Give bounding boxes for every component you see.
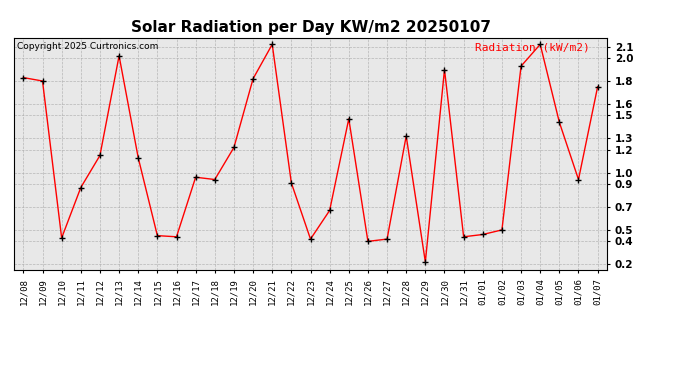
Text: Radiation (kW/m2): Radiation (kW/m2) xyxy=(475,42,589,52)
Title: Solar Radiation per Day KW/m2 20250107: Solar Radiation per Day KW/m2 20250107 xyxy=(130,20,491,35)
Text: Copyright 2025 Curtronics.com: Copyright 2025 Curtronics.com xyxy=(17,42,158,51)
